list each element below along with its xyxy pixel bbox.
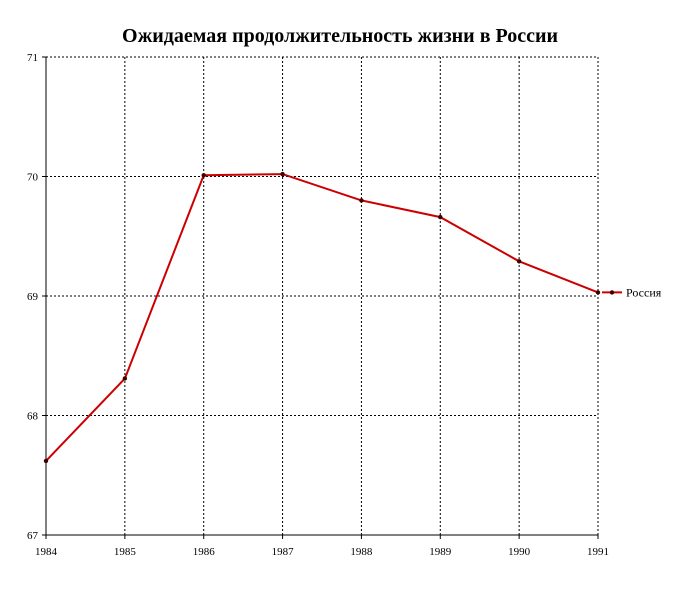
series-lines — [43, 171, 601, 464]
y-tick-label: 70 — [27, 172, 39, 184]
x-axis-ticks: 1984 1985 1986 1987 1988 1989 1990 1991 — [35, 535, 609, 558]
data-point — [43, 458, 49, 464]
legend-marker — [609, 290, 615, 295]
x-tick-label: 1991 — [587, 546, 609, 558]
chart-title: Ожидаемая продолжительность жизни в Росс… — [122, 25, 558, 47]
y-tick-label: 71 — [27, 52, 38, 64]
legend-label: Россия — [626, 285, 662, 299]
x-tick-label: 1987 — [272, 546, 295, 558]
data-point — [438, 214, 443, 220]
x-tick-label: 1990 — [508, 546, 531, 558]
y-axis-ticks: 67 68 69 70 71 — [27, 52, 46, 542]
data-point — [201, 173, 206, 178]
legend: Россия — [602, 285, 662, 299]
data-point — [359, 198, 364, 203]
data-point — [122, 376, 128, 381]
data-point — [280, 171, 285, 177]
grid — [46, 56, 599, 535]
x-tick-label: 1985 — [114, 546, 137, 558]
y-tick-label: 68 — [27, 411, 39, 423]
x-tick-label: 1986 — [193, 546, 216, 558]
x-tick-label: 1989 — [429, 546, 452, 558]
y-tick-label: 67 — [27, 530, 39, 542]
x-tick-label: 1984 — [35, 546, 58, 558]
data-point — [516, 259, 522, 264]
y-tick-label: 69 — [27, 291, 39, 303]
data-point — [595, 290, 601, 295]
x-tick-label: 1988 — [350, 546, 373, 558]
series-line-0 — [45, 173, 599, 462]
